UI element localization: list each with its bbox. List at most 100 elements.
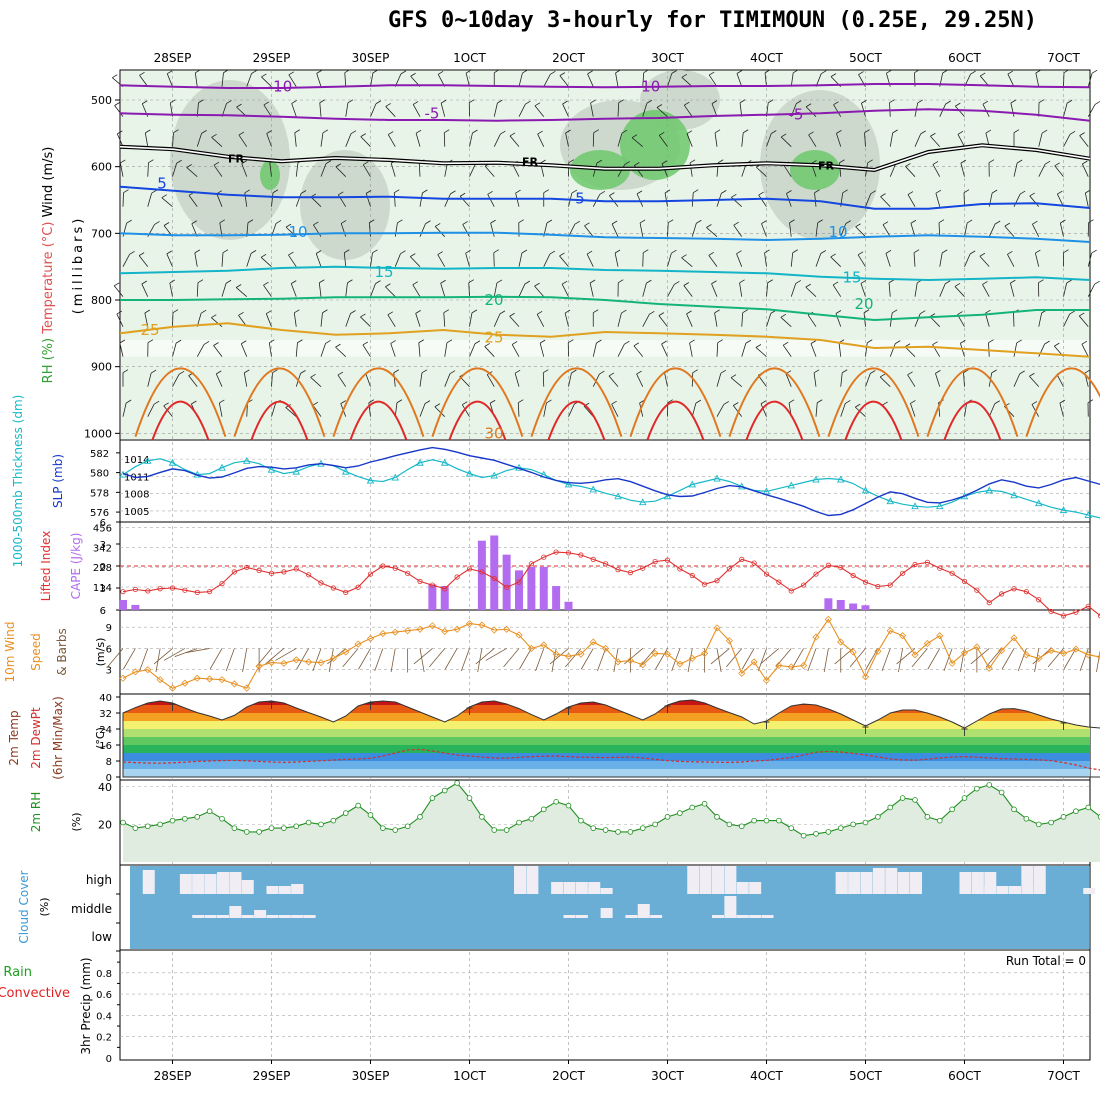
- wind-barb: [144, 312, 149, 327]
- wind-barb: [1087, 284, 1095, 297]
- thickness-marker: [1059, 506, 1068, 514]
- wind-barb-10m: [1001, 648, 1015, 670]
- wind-barb-flag: [649, 310, 655, 315]
- wind-barb-10m: [881, 648, 891, 672]
- rh-marker: [689, 804, 696, 811]
- cloud-mid-bar: [291, 915, 304, 918]
- wind-barb-flag: [636, 190, 643, 195]
- wind-barb-flag: [994, 220, 1001, 225]
- cloud-mid-bar: [563, 915, 576, 918]
- panel-frame-wind: [119, 609, 1091, 695]
- cloud-high-bar: [291, 884, 304, 894]
- wind-speed-marker: [886, 627, 894, 635]
- wind-barb: [370, 103, 377, 117]
- wind-barb-10m: [535, 648, 545, 672]
- wind-barb: [840, 223, 847, 237]
- wind-barb-flag: [161, 194, 167, 199]
- wind-barb: [387, 314, 396, 327]
- wind-speed-marker: [428, 622, 436, 630]
- wind-barb-10m: [174, 648, 198, 658]
- wind-barb-flag: [1091, 69, 1098, 74]
- slp-tick-label: 1014: [124, 455, 149, 466]
- wind-barb: [362, 344, 371, 357]
- thickness-tick-label: 582: [90, 449, 109, 460]
- wind-barb: [484, 346, 495, 357]
- lifted-index-marker: [1036, 597, 1042, 603]
- wind-barb: [291, 103, 297, 117]
- wind-barb-flag: [440, 279, 446, 284]
- wind-barb-flag: [368, 399, 374, 404]
- wind-barb-flag: [1057, 190, 1063, 195]
- wind-barb: [642, 314, 650, 327]
- wind-barb: [509, 315, 520, 327]
- lifted-index-marker: [442, 586, 448, 592]
- wind-barb: [319, 102, 322, 117]
- wind-barb: [764, 252, 767, 267]
- wind-barb: [169, 282, 173, 297]
- wind-barb-flag: [285, 223, 292, 228]
- wind-barb-flag: [888, 279, 895, 284]
- wind-barb-flag: [385, 283, 391, 288]
- wind-barb-flag: [122, 369, 129, 374]
- li-tick-label: 3: [100, 540, 106, 551]
- wind-barb: [805, 286, 817, 297]
- wind-barb-10m: [185, 648, 210, 654]
- wind-barb-flag: [1019, 190, 1026, 195]
- wind-barb-flag: [571, 369, 577, 374]
- cloud-high-bar: [600, 888, 613, 894]
- wind-barb-flag: [910, 219, 917, 224]
- thickness-marker: [638, 498, 647, 506]
- wind-barb: [462, 224, 470, 237]
- rh-marker: [404, 823, 411, 830]
- wind-barb: [394, 222, 398, 237]
- wind-barb-flag: [982, 281, 988, 285]
- rh-marker: [738, 823, 745, 830]
- wind-barb-flag: [154, 221, 160, 225]
- wind-barb: [1054, 165, 1064, 177]
- lifted-index-marker: [961, 578, 968, 585]
- wind-barb-flag: [117, 130, 123, 135]
- wind-barb: [370, 72, 374, 87]
- wind-barb: [1013, 162, 1018, 177]
- wind-barb: [932, 164, 941, 177]
- wind-speed-marker: [292, 656, 300, 664]
- thickness-marker: [935, 502, 944, 510]
- wind-barb-flag: [294, 129, 300, 134]
- wind-barb-flag: [440, 99, 447, 104]
- wind-barb: [691, 223, 697, 237]
- minmax-marker: [565, 707, 572, 715]
- wind-barb-flag: [1063, 69, 1070, 74]
- lifted-index-marker: [516, 579, 522, 585]
- wind-barb: [344, 72, 347, 87]
- wind-barb-flag: [808, 131, 814, 136]
- wind-barb: [221, 283, 227, 297]
- wind-barb-flag: [1081, 340, 1088, 345]
- isotherm-arc-35: [745, 400, 804, 441]
- wind-speed-marker: [515, 631, 523, 639]
- wind-barb-flag: [1007, 70, 1014, 75]
- wind-barb-flag: [711, 100, 718, 104]
- wind-barb: [493, 102, 498, 117]
- wind-speed-marker: [1059, 649, 1068, 657]
- cloud-high-bar: [179, 874, 192, 894]
- wind-barb-flag: [494, 69, 500, 74]
- wind-barb-flag: [394, 189, 400, 194]
- cape-bar: [836, 600, 845, 610]
- lifted-index-marker: [912, 561, 918, 568]
- wind-barb: [611, 223, 619, 237]
- wind-barb-flag: [957, 311, 963, 315]
- wind-barb-10m: [639, 648, 656, 668]
- cloud-mid-bar: [217, 915, 229, 918]
- wind-barb-flag: [885, 250, 892, 254]
- li-ylabel: Lifted Index: [39, 531, 53, 602]
- thickness-marker: [341, 467, 350, 475]
- wind-barb-flag: [294, 309, 300, 314]
- wind-barb: [320, 343, 326, 357]
- isotherm-arc-30: [332, 367, 425, 437]
- wind-barb-flag: [796, 100, 802, 104]
- wind-barb-flag: [521, 249, 528, 254]
- wind-barb-flag: [446, 339, 453, 344]
- wind-barb-flag: [489, 399, 496, 404]
- wind-barb: [194, 252, 198, 267]
- wind-barb: [664, 192, 668, 207]
